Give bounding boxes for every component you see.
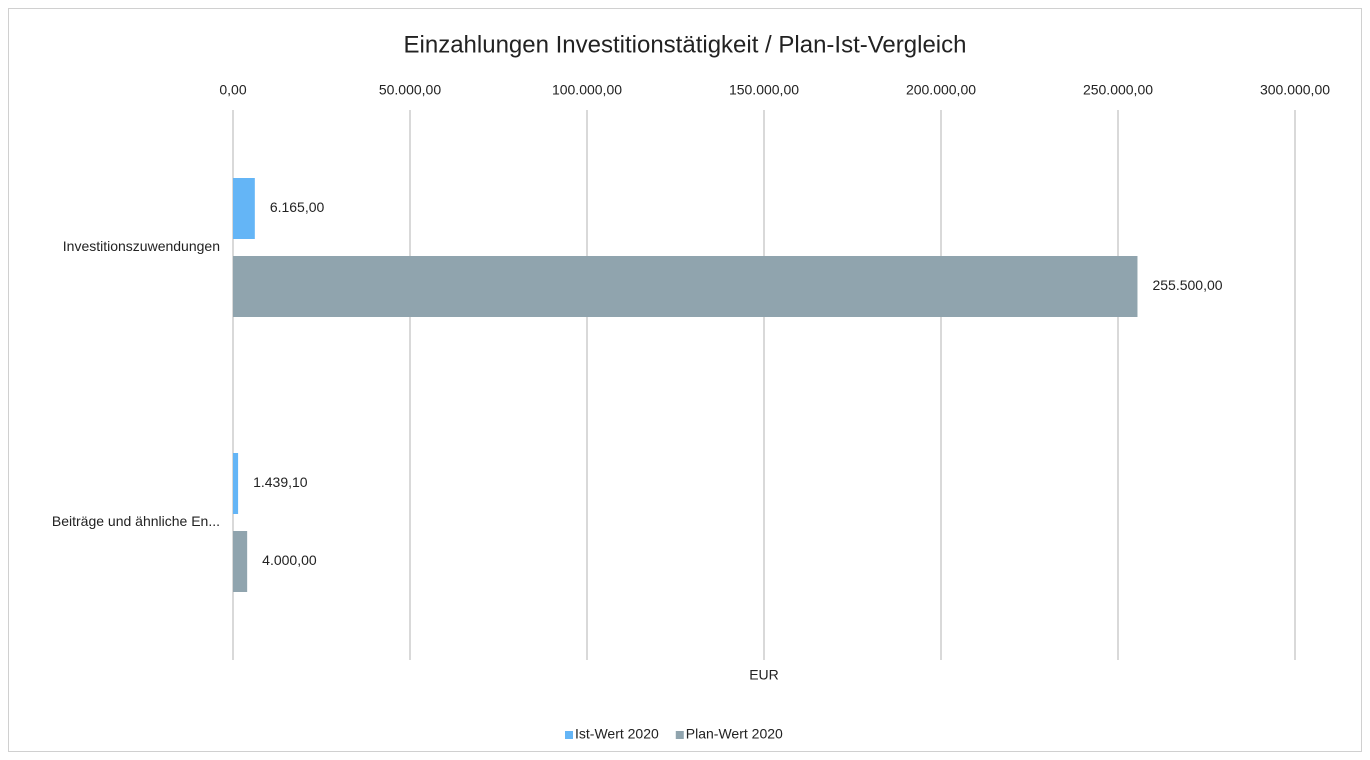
- x-tick-label: 250.000,00: [1083, 82, 1153, 98]
- x-tick-label: 300.000,00: [1260, 82, 1330, 98]
- legend-label: Ist-Wert 2020: [575, 726, 659, 742]
- chart-border: [8, 8, 1362, 752]
- data-label: 255.500,00: [1152, 277, 1222, 293]
- bar: [233, 453, 239, 514]
- x-tick-label: 50.000,00: [379, 82, 441, 98]
- bar: [233, 178, 255, 239]
- legend-label: Plan-Wert 2020: [686, 726, 783, 742]
- x-tick-label: 100.000,00: [552, 82, 622, 98]
- x-axis-label: EUR: [749, 667, 779, 683]
- x-tick-label: 0,00: [219, 82, 246, 98]
- x-tick-label: 150.000,00: [729, 82, 799, 98]
- chart-title: Einzahlungen Investitionstätigkeit / Pla…: [404, 31, 967, 58]
- x-tick-label: 200.000,00: [906, 82, 976, 98]
- data-label: 6.165,00: [270, 199, 325, 215]
- legend-swatch: [675, 731, 684, 739]
- y-tick-label: Investitionszuwendungen: [63, 238, 220, 254]
- bar: [233, 531, 248, 592]
- y-tick-label: Beiträge und ähnliche En...: [52, 513, 220, 529]
- legend-swatch: [565, 731, 573, 739]
- data-label: 4.000,00: [262, 552, 317, 568]
- data-label: 1.439,10: [253, 474, 308, 490]
- bar: [233, 256, 1138, 317]
